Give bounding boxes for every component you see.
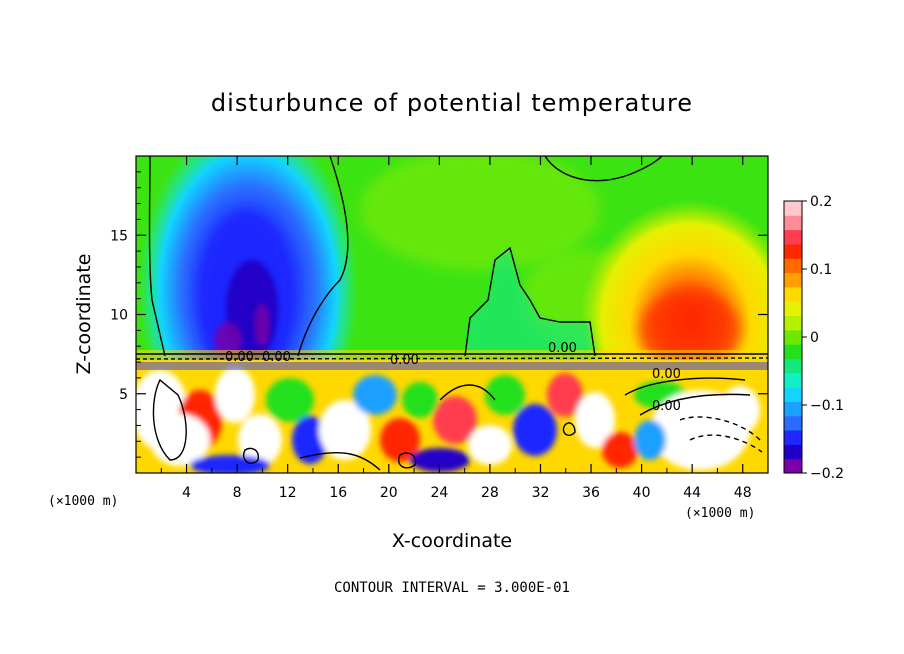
x-tick-label: 20 — [380, 485, 398, 501]
colorbar-tick-label: 0 — [810, 330, 819, 346]
colorbar-segment — [784, 315, 802, 331]
colorbar-segment — [784, 444, 802, 460]
contour-label: 0.00 — [390, 353, 419, 368]
colorbar-segment — [784, 272, 802, 288]
contour-interval-note: CONTOUR INTERVAL = 3.000E-01 — [334, 580, 570, 596]
colorbar-tick-label: −0.2 — [810, 466, 844, 482]
colorbar-segment — [784, 329, 802, 345]
contour-label: 0.00 — [548, 341, 577, 356]
y-tick-label: 5 — [119, 387, 128, 403]
x-axis: 4 8 12 16 20 24 28 32 36 40 44 48 — [160, 156, 752, 501]
contour-label: 0.00 — [262, 350, 291, 365]
contour-label: 0.00 — [652, 367, 681, 382]
chart-title: disturbunce of potential temperature — [211, 89, 693, 117]
x-tick-label: 28 — [481, 485, 499, 501]
colorbar-segment — [784, 415, 802, 431]
colorbar-tick-label: 0.2 — [810, 194, 832, 210]
contour-label: 0.00 — [225, 350, 254, 365]
x-tick-label: 8 — [233, 485, 242, 501]
colorbar — [783, 200, 803, 474]
x-tick-label: 12 — [279, 485, 297, 501]
x-tick-label: 36 — [582, 485, 600, 501]
y-tick-label: 15 — [110, 228, 128, 244]
x-tick-label: 48 — [734, 485, 752, 501]
x-tick-label: 32 — [532, 485, 550, 501]
y-tick-label: 10 — [110, 308, 128, 324]
colorbar-segment — [784, 286, 802, 302]
colorbar-tick-label: 0.1 — [810, 262, 832, 278]
colorbar-segment — [784, 458, 802, 474]
contour-lines — [136, 156, 768, 471]
colorbar-segment — [784, 401, 802, 417]
x-tick-label: 16 — [329, 485, 347, 501]
x-axis-label: X-coordinate — [392, 530, 512, 552]
colorbar-tick-label: −0.1 — [810, 398, 844, 414]
colorbar-segment — [784, 358, 802, 374]
x-tick-label: 4 — [182, 485, 191, 501]
heatmap-field — [136, 156, 768, 473]
x-tick-label: 24 — [430, 485, 448, 501]
colorbar-segment — [784, 372, 802, 388]
colorbar-segment — [784, 201, 802, 216]
y-axis: 5 10 15 — [110, 171, 768, 458]
colorbar-segment — [784, 344, 802, 359]
x-tick-label: 40 — [633, 485, 651, 501]
colorbar-segment — [784, 215, 802, 231]
colorbar-segment — [784, 229, 802, 245]
x-tick-label: 44 — [683, 485, 701, 501]
x-unit-label-left: (×1000 m) — [48, 494, 118, 509]
colorbar-ticks: 0.2 0.1 0 −0.1 −0.2 — [802, 194, 844, 482]
colorbar-segment — [784, 243, 802, 259]
x-unit-label-right: (×1000 m) — [685, 506, 755, 521]
contour-label-group: 0.00 0.00 0.00 0.00 0.00 0.00 — [225, 341, 681, 414]
colorbar-segment — [784, 430, 802, 445]
colorbar-segment — [784, 301, 802, 317]
contour-label: 0.00 — [652, 399, 681, 414]
y-axis-label: Z-coordinate — [73, 254, 95, 375]
colorbar-segment — [784, 258, 802, 274]
colorbar-segment — [784, 387, 802, 402]
